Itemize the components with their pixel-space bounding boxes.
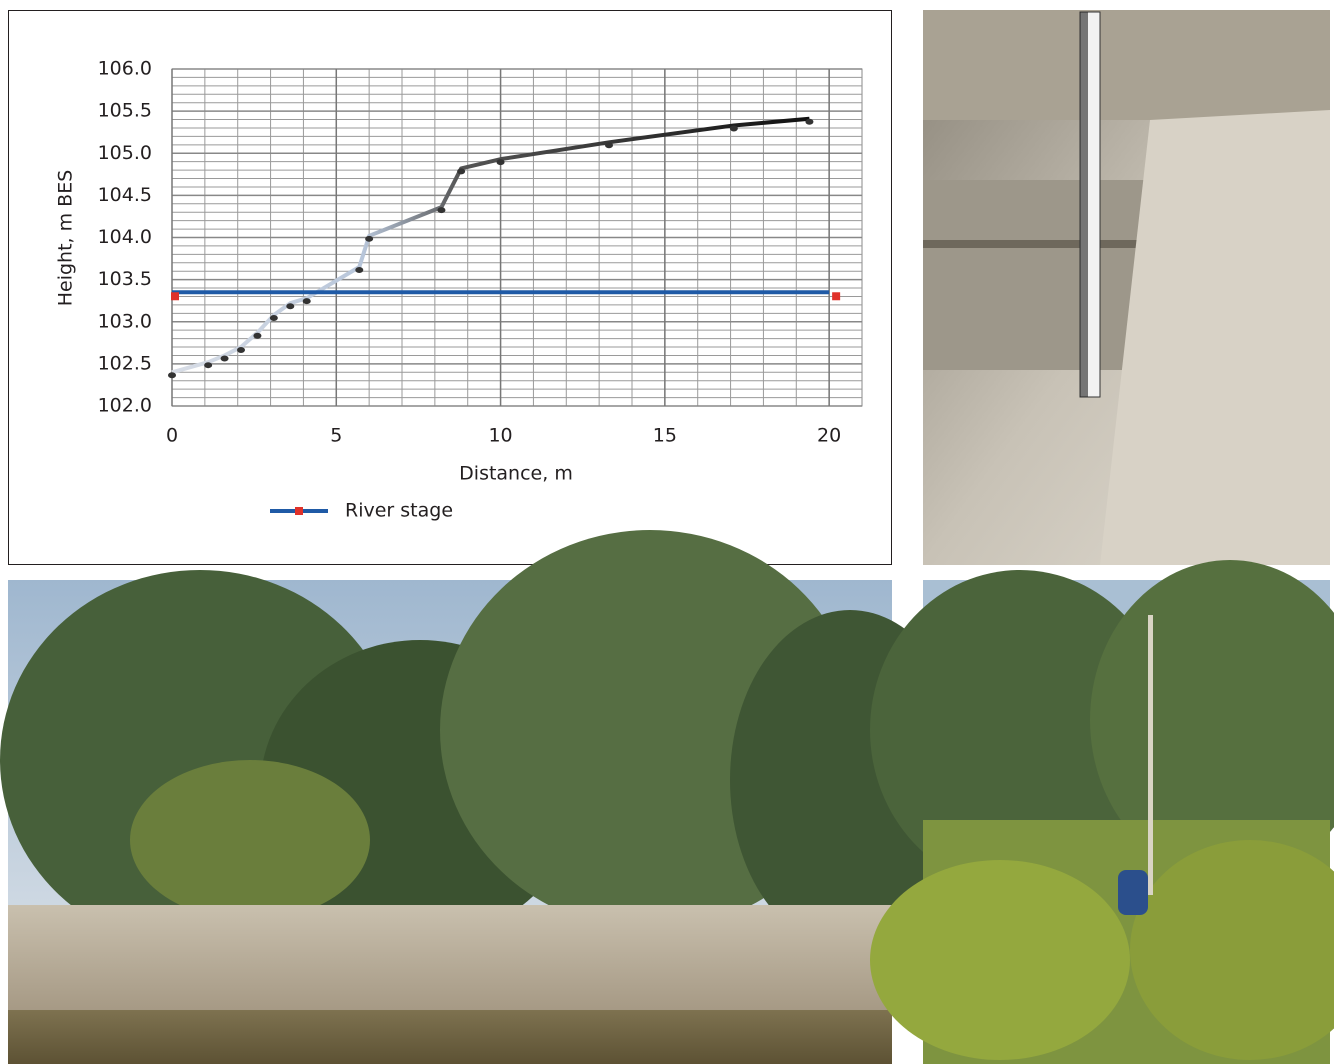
data-point (805, 118, 814, 125)
data-point (253, 332, 262, 339)
x-tick-label: 5 (330, 425, 342, 447)
data-point (355, 266, 364, 273)
y-tick-label: 102.5 (98, 352, 152, 374)
y-tick-label: 103.0 (98, 310, 152, 332)
data-point (457, 168, 466, 175)
x-tick-label: 15 (653, 425, 677, 447)
data-point (365, 235, 374, 242)
x-tick-label: 20 (817, 425, 841, 447)
photo-soil-profile (923, 10, 1330, 565)
data-point (168, 372, 176, 379)
photo-willow-thicket (870, 560, 1334, 1064)
data-point (269, 315, 278, 322)
legend-marker (295, 507, 303, 515)
y-tick-label: 105.5 (98, 100, 152, 122)
data-point (729, 125, 738, 132)
y-tick-label: 103.5 (98, 268, 152, 290)
profile-line (171, 116, 810, 375)
chart: 102.0 102.5 103.0 103.5 104.0 104.5 105.0 105.5… (98, 58, 863, 522)
data-point (832, 292, 841, 301)
legend-label: River stage (345, 500, 453, 522)
data-point (496, 159, 505, 166)
y-axis-label: Height, m BES (55, 170, 77, 307)
data-point (171, 292, 179, 301)
data-point (302, 298, 311, 305)
data-point (237, 347, 245, 354)
photo-river-bank (0, 530, 970, 1064)
y-tick-label: 106.0 (98, 58, 152, 80)
y-tick-label: 104.0 (98, 226, 152, 248)
y-tick-label: 104.5 (98, 184, 152, 206)
y-tick-label: 102.0 (98, 395, 152, 417)
x-axis-label: Distance, m (459, 463, 573, 485)
data-point (605, 142, 613, 149)
data-point (220, 355, 229, 362)
data-point (286, 303, 295, 310)
data-point (204, 362, 213, 369)
y-tick-label: 105.0 (98, 142, 152, 164)
x-tick-label: 0 (166, 425, 178, 447)
data-point (437, 207, 446, 214)
x-tick-label: 10 (488, 425, 512, 447)
